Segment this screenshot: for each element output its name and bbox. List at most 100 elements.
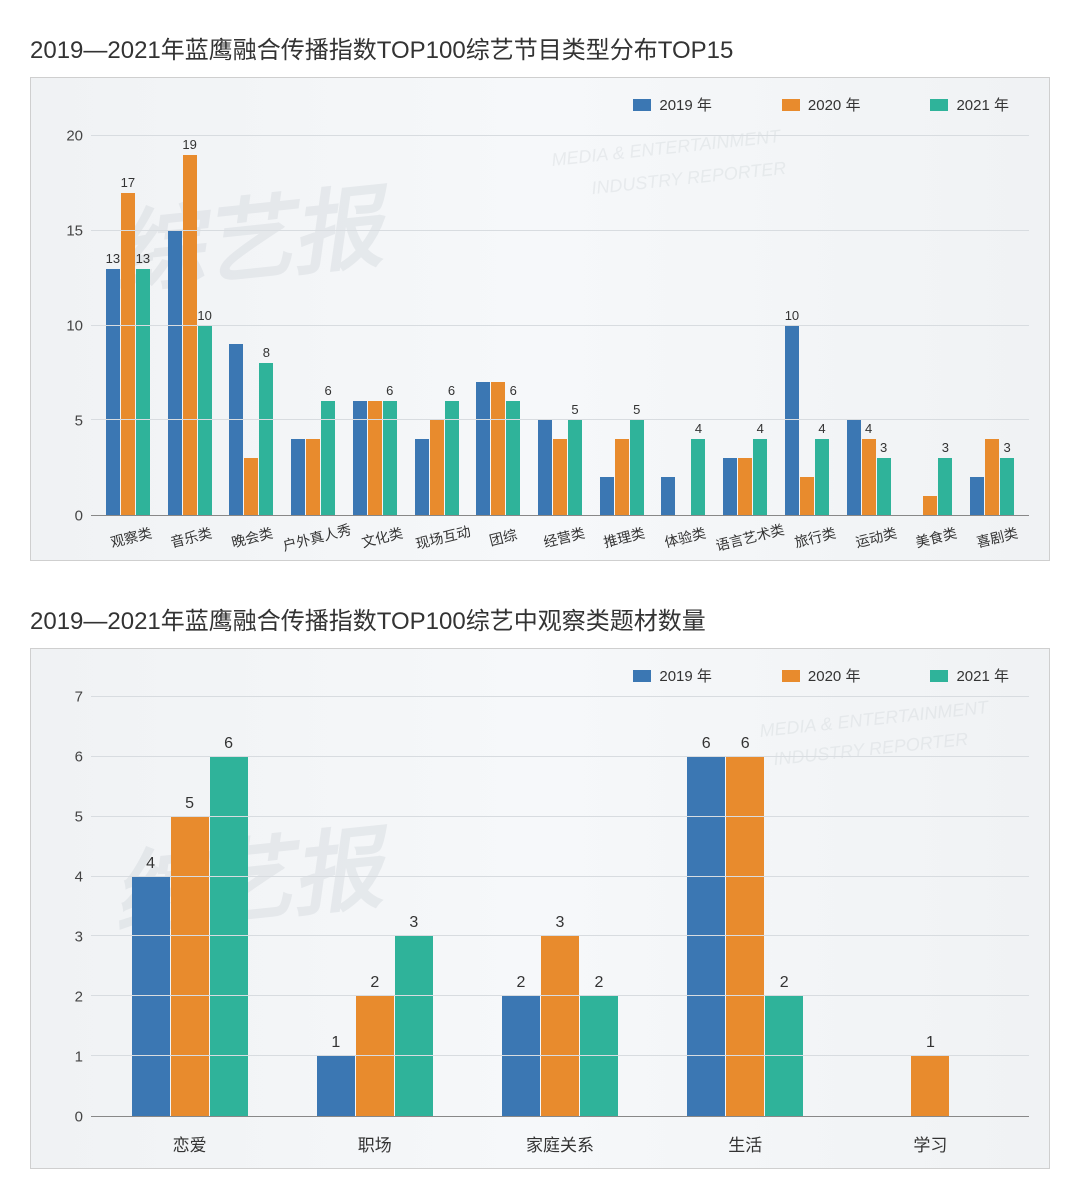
- bar: 3: [395, 936, 433, 1116]
- bar-value-label: 1: [331, 1034, 340, 1052]
- x-category-label: 恋爱: [97, 1123, 282, 1156]
- bar-value-label: 6: [741, 735, 750, 753]
- x-category-label: 观察类: [98, 515, 163, 555]
- gridline: [91, 230, 1029, 231]
- x-category-label: 家庭关系: [467, 1123, 652, 1156]
- chart1-container: 综艺报 MEDIA & ENTERTAINMENT INDUSTRY REPOR…: [30, 77, 1050, 561]
- bar-value-label: 5: [185, 795, 194, 813]
- chart1-x-labels: 观察类音乐类晚会类户外真人秀文化类现场互动团综经营类推理类体验类语言艺术类旅行类…: [51, 516, 1029, 548]
- bar-group: 5: [529, 136, 591, 515]
- gridline: [91, 135, 1029, 136]
- bar: 5: [630, 420, 644, 515]
- bar-value-label: 3: [409, 914, 418, 932]
- x-category-label: 户外真人秀: [279, 514, 353, 556]
- x-category-label: 学习: [838, 1123, 1023, 1156]
- legend-swatch-2020: [782, 99, 800, 111]
- bar: [538, 420, 552, 515]
- bar-group: 4: [714, 136, 776, 515]
- chart2-plot-area: 4561232326621: [91, 697, 1029, 1117]
- x-category-label: 团综: [470, 515, 535, 555]
- bar-value-label: 6: [702, 735, 711, 753]
- bar-value-label: 3: [1004, 440, 1011, 455]
- bar: [168, 231, 182, 515]
- x-category-label: 生活: [653, 1123, 838, 1156]
- x-category-label: 晚会类: [219, 515, 284, 555]
- legend-item-2021: 2021 年: [930, 94, 1009, 115]
- bar-value-label: 2: [370, 974, 379, 992]
- bar-group: 662: [653, 697, 838, 1116]
- bar-value-label: 3: [942, 440, 949, 455]
- gridline: [91, 876, 1029, 877]
- chart2-title: 2019—2021年蓝鹰融合传播指数TOP100综艺中观察类题材数量: [30, 601, 1050, 636]
- y-tick: 0: [75, 508, 83, 525]
- y-tick: 15: [66, 223, 83, 240]
- x-category-label: 音乐类: [158, 515, 223, 555]
- bar: 4: [815, 439, 829, 515]
- legend-swatch-2020-c2: [782, 670, 800, 682]
- bar-value-label: 3: [880, 440, 887, 455]
- bar: [476, 382, 490, 515]
- bar: 19: [183, 155, 197, 515]
- bar: [244, 458, 258, 515]
- x-category-label: 经营类: [531, 515, 596, 555]
- gridline: [91, 816, 1029, 817]
- x-category-label: 职场: [282, 1123, 467, 1156]
- gridline: [91, 995, 1029, 996]
- bar-group: 43: [838, 136, 900, 515]
- legend-item-2019-c2: 2019 年: [633, 665, 712, 686]
- bar-value-label: 13: [136, 251, 150, 266]
- bar: 3: [938, 458, 952, 515]
- bar-group: 1: [838, 697, 1023, 1116]
- chart2-y-axis: 01234567: [51, 697, 91, 1117]
- bar: [985, 439, 999, 515]
- bar-value-label: 2: [517, 974, 526, 992]
- bar: [738, 458, 752, 515]
- legend-label-2019: 2019 年: [659, 94, 712, 115]
- legend-item-2019: 2019 年: [633, 94, 712, 115]
- x-category-label: 喜剧类: [964, 515, 1029, 555]
- bar-value-label: 4: [818, 421, 825, 436]
- bar-value-label: 6: [324, 383, 331, 398]
- gridline: [91, 325, 1029, 326]
- bar: 4: [862, 439, 876, 515]
- bar-value-label: 5: [633, 402, 640, 417]
- y-tick: 5: [75, 413, 83, 430]
- y-tick: 4: [75, 869, 83, 886]
- bar-group: 8: [220, 136, 282, 515]
- bar: 3: [541, 936, 579, 1116]
- bar-value-label: 4: [146, 855, 155, 873]
- bar: [847, 420, 861, 515]
- bar: 5: [568, 420, 582, 515]
- legend-swatch-2019-c2: [633, 670, 651, 682]
- bar: [923, 496, 937, 515]
- bar-value-label: 4: [695, 421, 702, 436]
- legend-label-2020-c2: 2020 年: [808, 665, 861, 686]
- bar: 13: [136, 269, 150, 515]
- chart1-title: 2019—2021年蓝鹰融合传播指数TOP100综艺节目类型分布TOP15: [30, 30, 1050, 65]
- y-tick: 6: [75, 749, 83, 766]
- legend-item-2020-c2: 2020 年: [782, 665, 861, 686]
- x-category-label: 语言艺术类: [712, 514, 786, 556]
- bar-group: 232: [467, 697, 652, 1116]
- gridline: [91, 696, 1029, 697]
- bar-group: 131713: [97, 136, 159, 515]
- bar: [415, 439, 429, 515]
- bar: [229, 344, 243, 515]
- bar-group: 456: [97, 697, 282, 1116]
- bar: [553, 439, 567, 515]
- bar-value-label: 19: [182, 137, 196, 152]
- chart2-x-labels: 恋爱职场家庭关系生活学习: [51, 1117, 1029, 1156]
- bar: 3: [1000, 458, 1014, 515]
- gridline: [91, 419, 1029, 420]
- legend-label-2021-c2: 2021 年: [956, 665, 1009, 686]
- x-category-label: 文化类: [349, 515, 414, 555]
- legend-item-2020: 2020 年: [782, 94, 861, 115]
- bar-group: 104: [776, 136, 838, 515]
- bar-group: 3: [900, 136, 962, 515]
- bar-group: 6: [344, 136, 406, 515]
- bar: 1: [911, 1056, 949, 1116]
- legend-label-2019-c2: 2019 年: [659, 665, 712, 686]
- chart2-legend: 2019 年 2020 年 2021 年: [633, 665, 1009, 686]
- legend-swatch-2019: [633, 99, 651, 111]
- legend-item-2021-c2: 2021 年: [930, 665, 1009, 686]
